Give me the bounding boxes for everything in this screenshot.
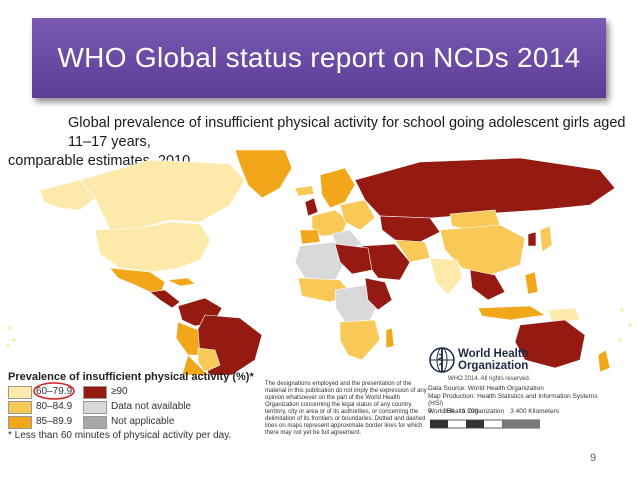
region-korea [527, 231, 537, 247]
legend-title: Prevalence of insufficient physical acti… [8, 371, 254, 383]
island-pacific-3 [5, 343, 11, 349]
legend-label: 85–89.9 [36, 416, 73, 427]
region-scandinavia [319, 167, 356, 209]
page-number: 9 [590, 452, 597, 464]
region-argentina-chile [181, 354, 211, 375]
legend-label: 60–79.9 [36, 386, 73, 397]
region-central-america [149, 289, 181, 309]
world-map [5, 150, 633, 375]
region-canada [79, 159, 246, 231]
region-china [439, 224, 526, 276]
map-disclaimer: The designations employed and the presen… [265, 381, 427, 436]
scale-label: 0 [428, 408, 432, 415]
region-papua [547, 307, 581, 323]
legend-label: 80–84.9 [36, 401, 73, 412]
data-source: Data Source: World Health Organization M… [428, 385, 608, 415]
map-production-line: Map Production: Health Statistics and In… [428, 392, 598, 408]
legend-swatch [83, 416, 107, 429]
region-greenland [234, 150, 293, 199]
region-iberia [299, 229, 321, 245]
island-pacific-6 [617, 337, 623, 343]
scale-label: 850 [443, 408, 455, 415]
map-heading: Global prevalence of insufficient physic… [8, 114, 632, 171]
region-southern-africa [339, 319, 381, 361]
region-indonesia [477, 305, 546, 321]
region-australia [514, 319, 586, 369]
region-east-africa [364, 277, 393, 311]
org-line: World Health Organization [428, 407, 505, 415]
who-emblem-icon [429, 347, 455, 373]
legend-label: Not applicable [111, 416, 175, 427]
region-russia [354, 157, 616, 219]
region-japan [539, 225, 553, 253]
legend-swatch [8, 416, 32, 429]
region-philippines [524, 271, 539, 295]
legend-swatch [83, 386, 107, 399]
who-name-line1: World Health [458, 348, 529, 360]
region-southeast-asia [469, 269, 506, 301]
legend-swatch [8, 401, 32, 414]
region-bolivia-paraguay [197, 347, 221, 373]
legend-footnote: * Less than 60 minutes of physical activ… [8, 430, 232, 441]
map-heading-line1: Global prevalence of insufficient physic… [68, 115, 626, 150]
slide-title: WHO Global status report on NCDs 2014 [32, 18, 606, 98]
island-pacific-5 [627, 322, 633, 328]
region-uk [304, 197, 319, 217]
who-copyright: WHO 2014. All rights reserved. [448, 376, 531, 382]
region-eastern-europe [339, 199, 376, 231]
region-libya-egypt [334, 243, 373, 275]
highlight-circle [33, 382, 75, 400]
legend-label: ≥90 [111, 386, 128, 397]
scale-bar [430, 419, 540, 429]
legend-label: Data not available [111, 401, 192, 412]
island-pacific-2 [11, 337, 17, 343]
data-source-line: Data Source: World Health Organization [428, 385, 544, 392]
scale-label: 3 400 Kilometers [510, 408, 559, 415]
region-madagascar [385, 327, 395, 349]
region-peru [175, 321, 201, 356]
region-cuba [166, 277, 196, 287]
region-kazakhstan [379, 215, 441, 243]
scale-label: 1 700 [462, 408, 479, 415]
region-iceland [294, 185, 315, 197]
legend-swatch [83, 401, 107, 414]
region-india [429, 257, 463, 296]
region-new-zealand [597, 349, 611, 373]
who-name-line2: Organization [458, 360, 529, 372]
island-pacific-4 [619, 307, 625, 313]
island-pacific-1 [7, 325, 13, 331]
scale-labels: 0 850 1 700 3 400 Kilometers [428, 408, 559, 415]
who-name: World Health Organization [458, 348, 529, 372]
region-usa [94, 221, 211, 273]
legend-swatch [8, 386, 32, 399]
